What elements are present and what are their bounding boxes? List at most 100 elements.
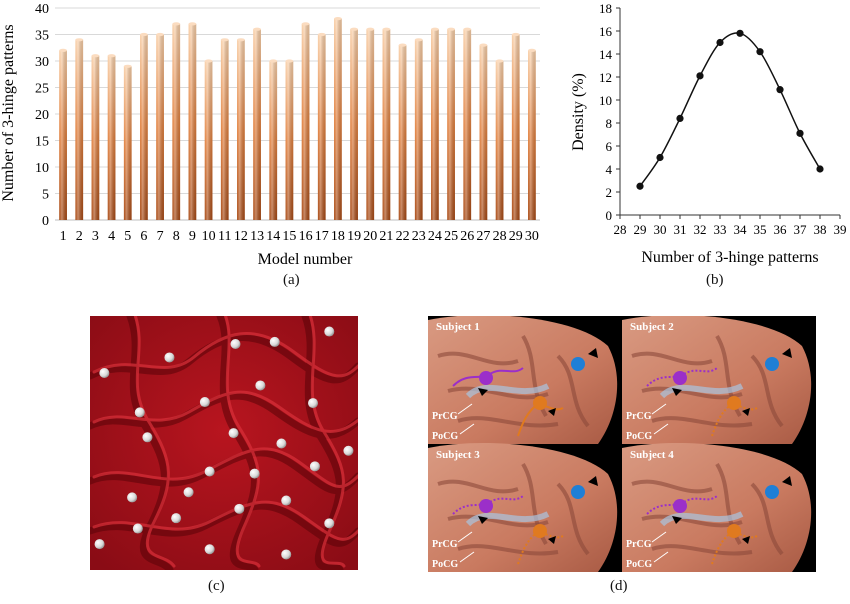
surface-fold [126,312,174,574]
bar-cap [188,22,197,26]
bar-highlight [285,61,294,220]
sphere-marker [199,397,210,408]
bar-chart-x-tick-label: 15 [282,229,296,244]
sphere-marker [308,398,319,409]
density-point [776,86,784,94]
sphere-marker [204,466,215,477]
bar-chart-x-tick-label: 22 [396,229,410,244]
bar-highlight [59,50,67,221]
label-leader [457,531,473,543]
bar-highlight [140,34,148,220]
brain-surface [428,315,618,444]
density-point [756,48,764,56]
bar [366,29,375,221]
sphere-marker [171,513,182,524]
subject-tile: Subject 4 PrCG PoCG [622,443,816,572]
bar-highlight [172,23,181,221]
sphere-marker [249,468,260,479]
pocg-label: PoCG [626,559,652,570]
density-point [716,38,724,47]
bar [463,29,472,221]
bar-cap [414,38,423,42]
brain-sulcus [651,544,753,556]
line-chart-x-tick-label: 29 [634,222,647,237]
brain-fissure [659,511,744,527]
bar-chart-x-axis-label: Model number [258,251,353,268]
bar-highlight [156,34,164,220]
bar-cap [75,38,84,42]
bar-chart-x-tick-label: 14 [266,229,280,244]
bar-highlight [414,39,423,220]
bar-highlight [447,29,455,221]
bar-chart-y-tick-label: 35 [35,29,49,44]
bar-cap [172,22,181,26]
bar-chart-x-tick-label: 8 [173,229,180,244]
bar [172,23,181,221]
line-chart-y-axis-label: Density (%) [570,73,587,151]
line-chart-x-tick-label: 36 [774,222,788,237]
bar [204,61,213,220]
bar-chart-x-tick-label: 9 [189,229,196,244]
orange-gyral-line [711,403,758,437]
arrowhead-icon [782,348,792,358]
sphere-marker [324,326,335,337]
line-chart-y-tick-label: 6 [606,139,613,154]
line-chart-y-tick-label: 2 [606,185,613,200]
brain-sulcus [437,351,519,366]
line-chart-y-tick-label: 16 [599,24,613,39]
bar-cap [528,48,536,53]
folded-surface-image [86,310,364,574]
bar [334,18,342,220]
arrowhead-icon [478,516,488,524]
label-leader [459,551,475,563]
caption-d: (d) [610,578,628,594]
bar-cap [366,27,375,31]
purple-hinge-marker [673,499,687,513]
bar-cap [237,38,245,42]
bar-chart-x-tick-label: 25 [444,229,458,244]
line-chart-x-tick-label: 38 [814,222,827,237]
bar-chart-x-tick-label: 7 [157,229,164,244]
line-chart-x-tick-label: 32 [694,222,707,237]
bar-cap [285,59,294,63]
bar-cap [91,54,100,58]
bar [479,45,488,220]
bar [59,50,67,221]
brain-surface [622,443,812,572]
blue-hinge-marker [571,485,585,499]
brain-sulcus [437,479,519,494]
bar-chart-x-tick-label: 11 [218,229,231,244]
bar-cap [253,27,261,31]
surface-ridge [222,310,261,568]
caption-b: (b) [706,272,724,288]
bar [350,29,358,221]
bar-chart-x-tick-label: 17 [315,229,329,244]
bar-chart-y-tick-label: 25 [35,82,49,97]
bar-highlight [188,23,197,221]
subject-tile: Subject 3 PrCG PoCG [428,443,622,572]
bar-cap [204,59,213,63]
sphere-marker [94,539,105,550]
bar-cap [511,32,520,37]
sphere-marker [324,518,335,529]
surface-fold [301,312,344,574]
bar [285,61,294,220]
bar-cap [301,22,310,26]
bar-cap [220,38,229,42]
orange-hinge-marker [727,396,741,410]
line-chart-x-tick-label: 33 [714,222,727,237]
subject-label: Subject 4 [630,449,674,461]
bar-cap [269,59,278,63]
bar-cap [495,59,504,63]
sphere-marker [228,428,239,439]
caption-a: (a) [283,272,300,288]
bar-chart-x-tick-label: 26 [460,229,474,244]
bar-cap [479,43,488,47]
density-line [639,32,821,187]
line-chart-y-tick-label: 14 [599,47,613,62]
bar [495,61,504,220]
orange-hinge-marker [727,524,741,538]
subject-label: Subject 1 [436,321,480,333]
sphere-marker [281,549,292,560]
bar-chart-y-tick-label: 30 [35,55,49,70]
